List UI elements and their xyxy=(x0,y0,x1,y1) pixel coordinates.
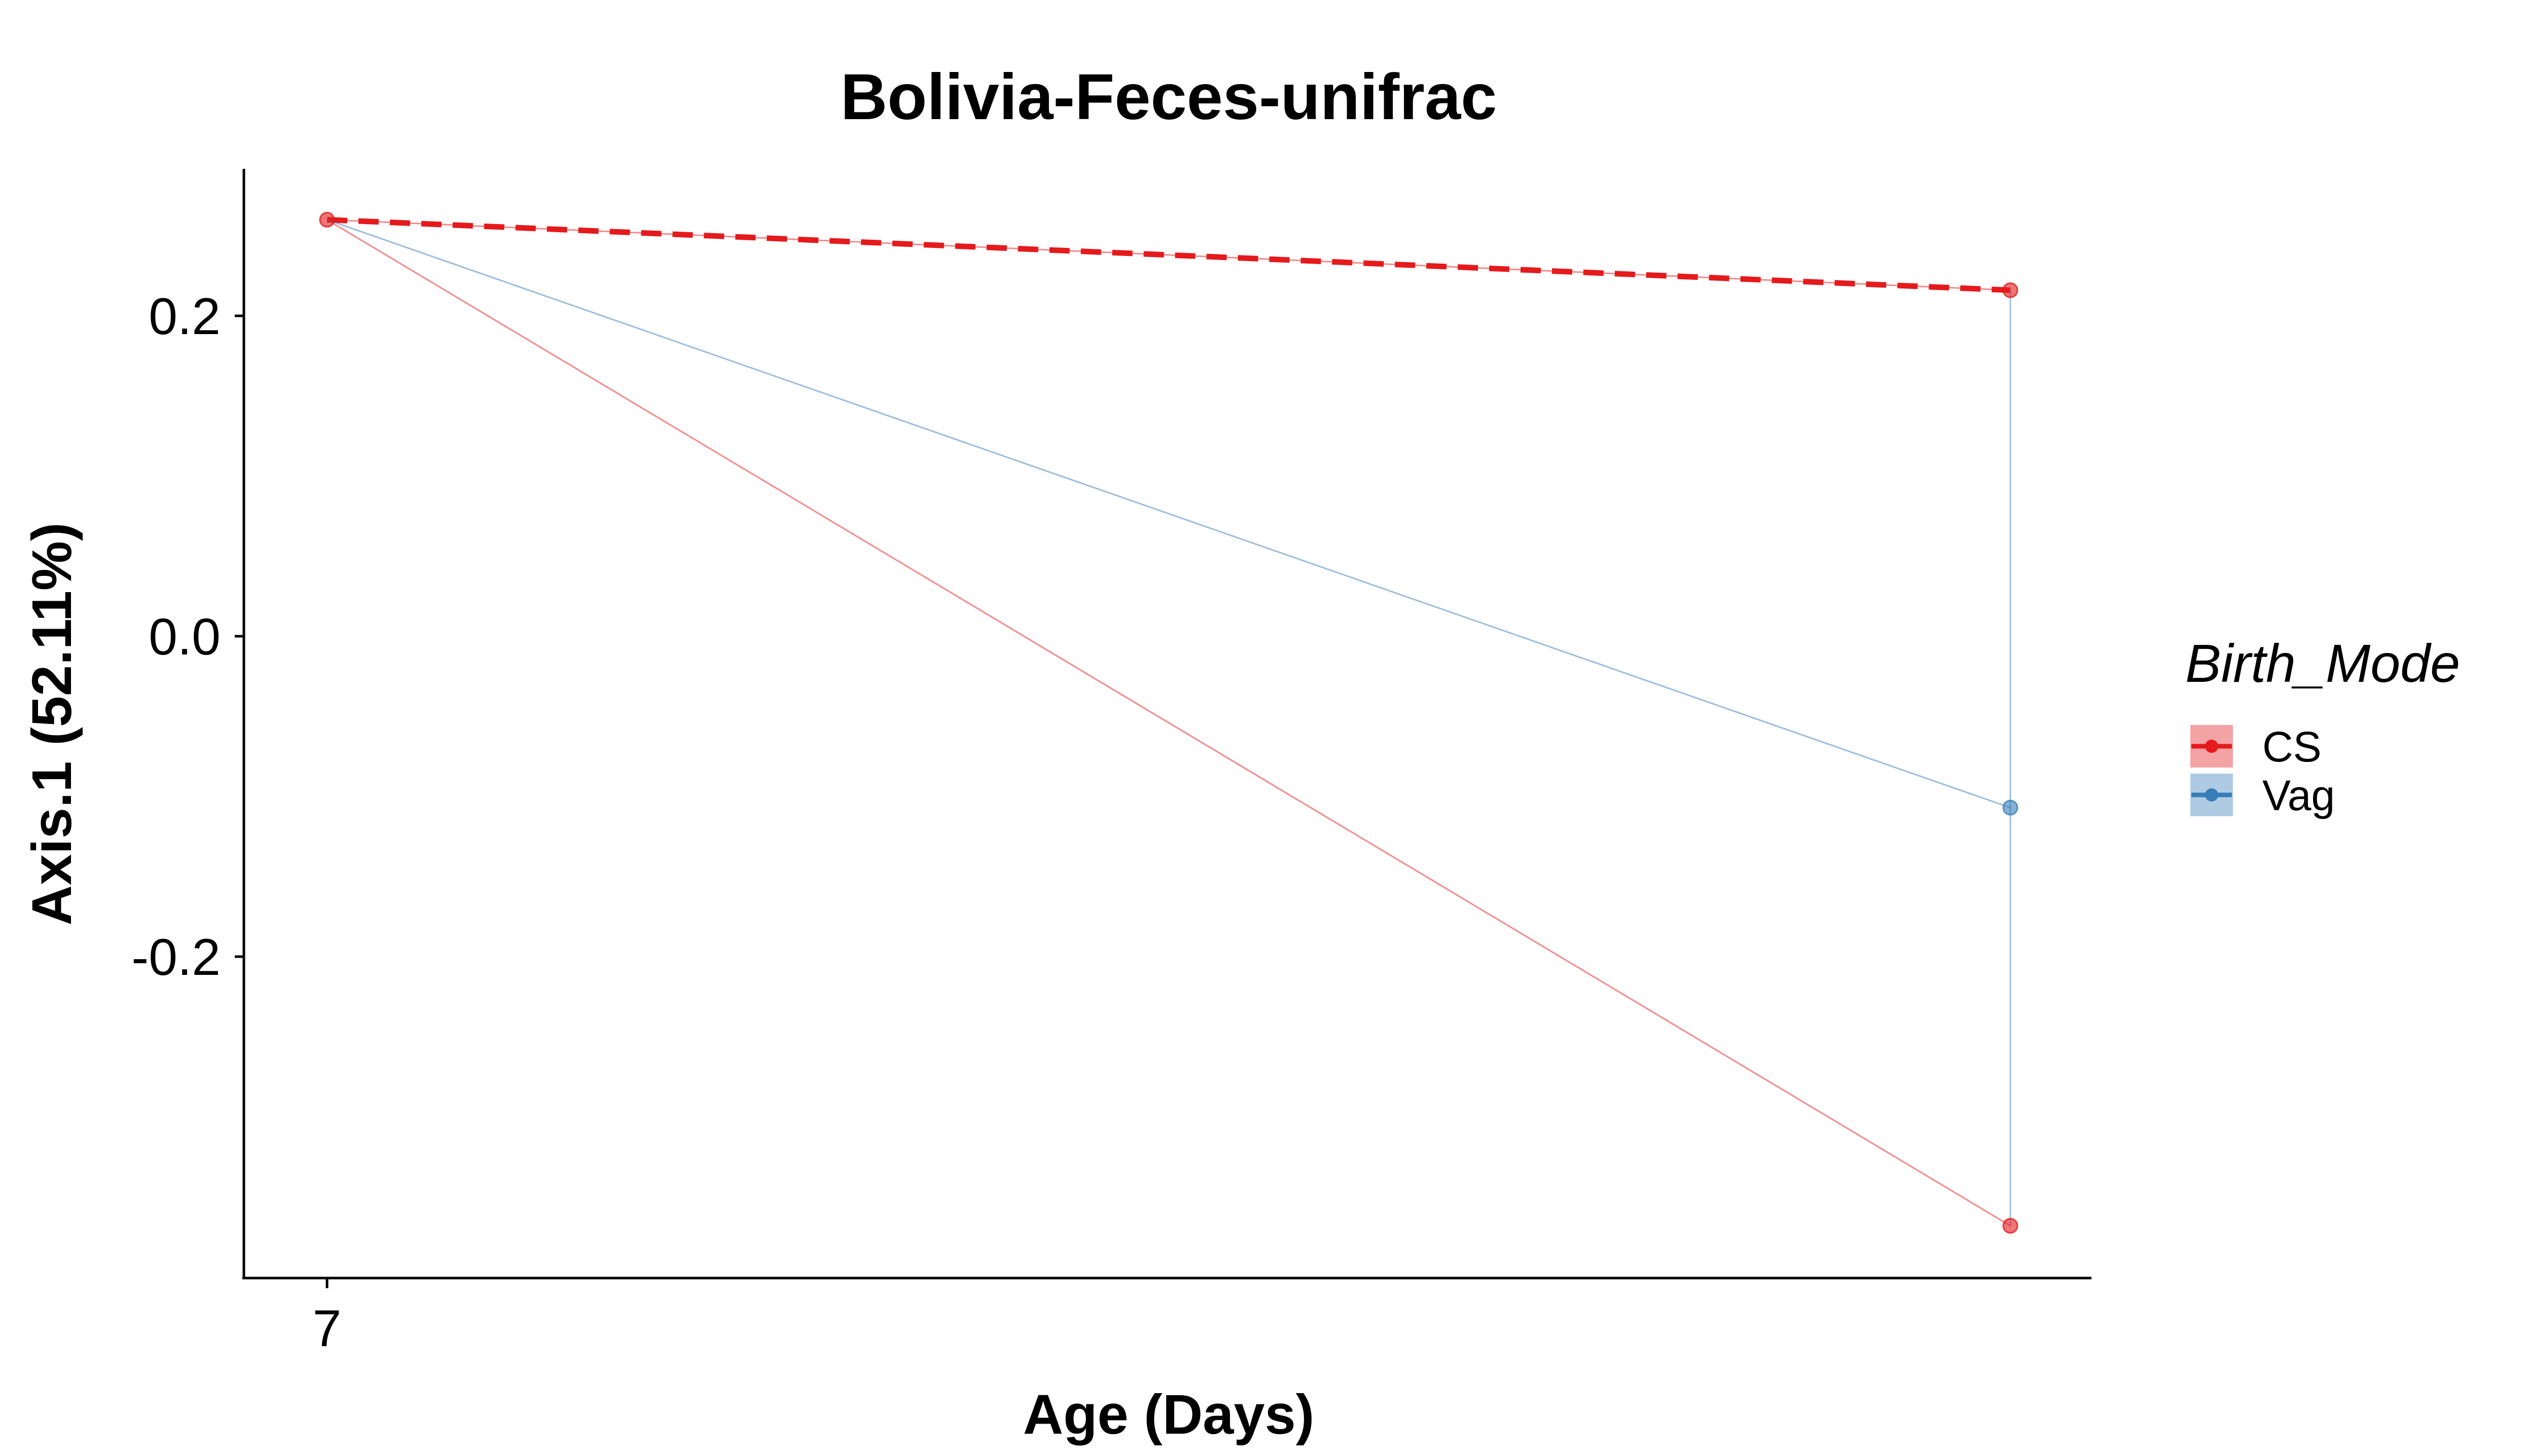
legend-key-point-cs xyxy=(2205,740,2218,753)
legend-label-cs: CS xyxy=(2262,723,2322,771)
y-axis-title: Axis.1 (52.11%) xyxy=(21,523,83,926)
x-ticks: 7 xyxy=(313,1279,342,1357)
subject-line-vag-1 xyxy=(327,219,2011,809)
y-tick-label: 0.0 xyxy=(149,608,221,666)
chart-title: Bolivia-Feces-unifrac xyxy=(841,61,1497,133)
legend-title: Birth_Mode xyxy=(2185,634,2460,694)
subject-line-cs-1 xyxy=(327,219,2011,291)
y-tick-label: -0.2 xyxy=(131,928,221,986)
data-point-cs xyxy=(2002,282,2018,298)
y-ticks: 0.2 0.0 -0.2 xyxy=(131,287,244,986)
x-tick-label: 7 xyxy=(313,1299,342,1357)
data-point-vag xyxy=(2002,799,2018,816)
legend-key-point-vag xyxy=(2205,788,2218,802)
plot-points xyxy=(319,211,2018,1234)
x-axis-title: Age (Days) xyxy=(1023,1384,1315,1446)
plot-lines xyxy=(327,216,2011,1227)
data-point-cs xyxy=(319,211,335,228)
legend-label-vag: Vag xyxy=(2262,772,2335,819)
y-tick-label: 0.2 xyxy=(149,287,221,345)
data-point-cs xyxy=(2002,1218,2018,1234)
subject-line-cs-2 xyxy=(327,219,2011,1227)
